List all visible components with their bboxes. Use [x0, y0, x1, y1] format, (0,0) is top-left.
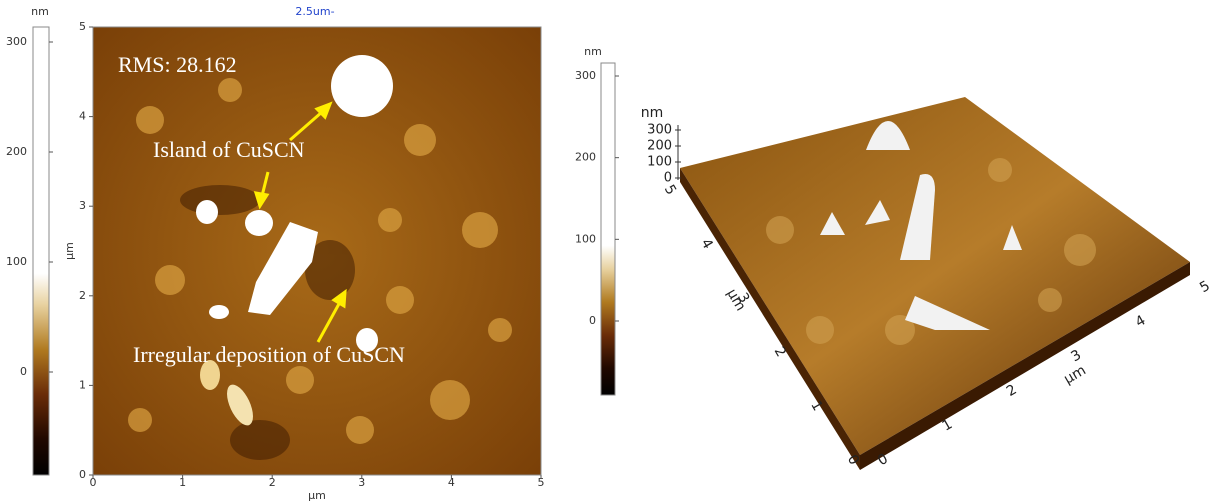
z-tick-label: 0 [664, 171, 672, 186]
z-tick-label: 200 [647, 139, 672, 154]
colorbar-unit: nm [584, 45, 602, 58]
y-tick-label: 5 [79, 20, 86, 33]
colorbar [33, 27, 49, 475]
x-tick-label: 4 [1133, 312, 1149, 330]
annotation: Island of CuSCN [153, 137, 305, 162]
x-axis-label: µm [308, 489, 326, 502]
z-axis-unit: nm [641, 105, 664, 121]
y-tick-label: 1 [807, 398, 825, 414]
y-tick-label: 4 [697, 236, 715, 252]
colorbar-tick-label: 300 [6, 35, 27, 48]
z-tick-label: 300 [647, 123, 672, 138]
afm-image [93, 27, 541, 475]
colorbar-tick-label: 300 [575, 69, 596, 82]
y-tick-label: 3 [79, 199, 86, 212]
x-tick-label: 2 [1004, 382, 1020, 400]
y-tick-label: 0 [79, 468, 86, 481]
y-tick-label: 1 [79, 378, 86, 391]
x-axis-label: µm [1061, 362, 1089, 387]
figure: nm 2.5um- RMS: 28.162 Island of CuSCN Ir… [0, 0, 1211, 504]
colorbar-tick-label: 0 [589, 314, 596, 327]
y-tick-label: 2 [79, 289, 86, 302]
x-tick-label: 5 [1197, 278, 1211, 296]
y-tick-label: 2 [771, 344, 789, 360]
z-tick-label: 100 [647, 155, 672, 170]
colorbar [601, 63, 615, 395]
colorbar-tick-label: 100 [575, 232, 596, 245]
colorbar-tick-label: 0 [20, 365, 27, 378]
x-tick-label: 1 [940, 416, 956, 434]
annotation: Irregular deposition of CuSCN [133, 342, 405, 367]
colorbar-tick-label: 100 [6, 255, 27, 268]
scale-label: 2.5um- [295, 5, 334, 18]
annotation: RMS: 28.162 [118, 52, 237, 77]
x-tick-label: 0 [875, 451, 891, 469]
colorbar-tick-label: 200 [575, 151, 596, 164]
x-tick-label: 3 [1068, 347, 1084, 365]
afm-3d-surface [680, 97, 1190, 470]
y-tick-label: 4 [79, 110, 86, 123]
colorbar-tick-label: 200 [6, 145, 27, 158]
y-axis-label: µm [63, 242, 76, 260]
colorbar-unit: nm [31, 5, 49, 18]
